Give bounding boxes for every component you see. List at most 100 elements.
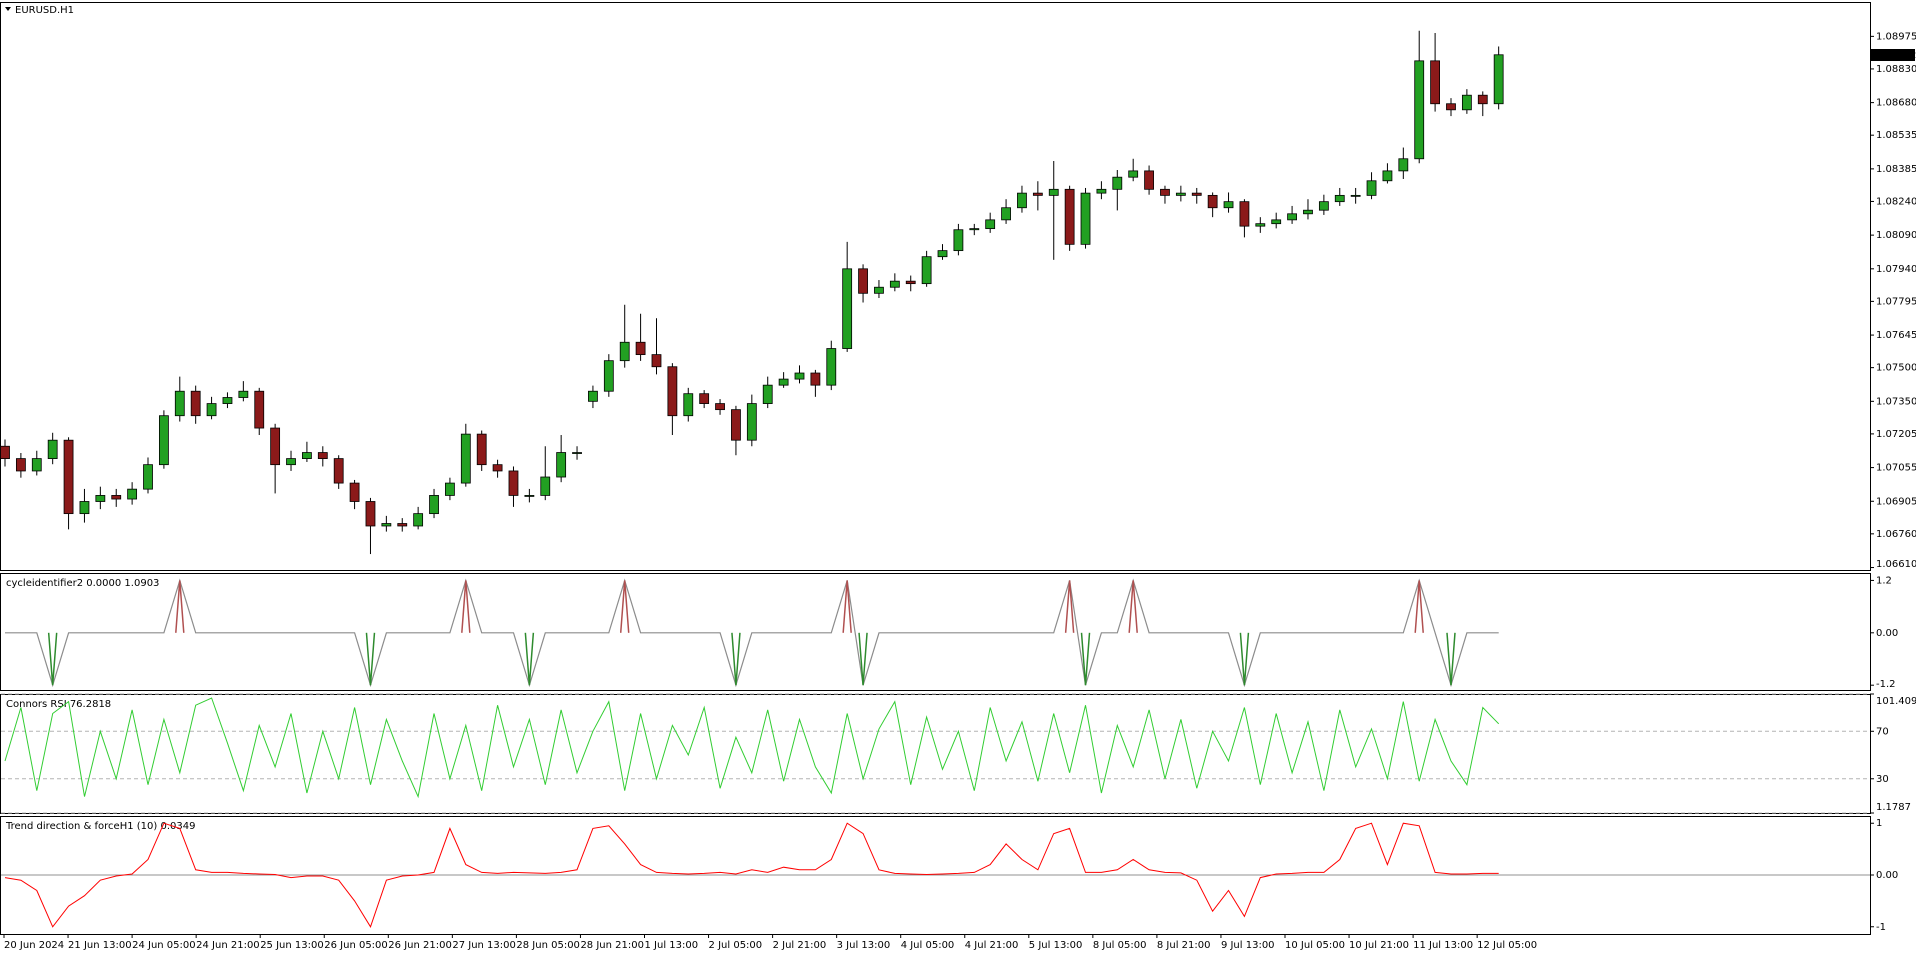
candle-body <box>1271 219 1282 225</box>
candle-body <box>699 393 710 404</box>
candle-body <box>254 390 265 429</box>
x-tick-label: 3 Jul 13:00 <box>837 940 891 951</box>
candle-body <box>15 458 26 472</box>
x-tick-label: 11 Jul 13:00 <box>1413 940 1473 951</box>
candle-body <box>1128 170 1139 178</box>
candle-body <box>429 495 439 515</box>
y-tick-label: 1.08975 <box>1876 31 1916 42</box>
y-tick-label: 1.07940 <box>1876 264 1916 275</box>
candle-body <box>206 403 217 417</box>
candle-body <box>1318 201 1329 211</box>
candle-body <box>1477 94 1488 105</box>
cycle-spike <box>175 580 185 633</box>
x-tick-label: 9 Jul 13:00 <box>1221 940 1275 951</box>
candle-body <box>397 523 408 527</box>
candle-body <box>603 360 614 392</box>
last-price-label: 1.08892 <box>1875 50 1916 61</box>
y-tick-label: -1.2 <box>1876 679 1896 690</box>
y-tick-label: 30 <box>1876 774 1889 785</box>
candle-body <box>762 384 773 404</box>
y-tick-label: 1.07350 <box>1876 396 1916 407</box>
candle-body <box>302 452 312 460</box>
cycle-spike <box>365 632 376 686</box>
candle-body <box>572 452 582 454</box>
candle-body <box>540 476 551 496</box>
candle-body <box>0 445 10 460</box>
panel-frame <box>0 573 1871 691</box>
candle-body <box>715 403 725 411</box>
candle-body <box>111 495 122 500</box>
last-price-box <box>1871 49 1915 62</box>
candle-body <box>63 439 74 515</box>
candle-body <box>651 354 662 368</box>
candle-body <box>874 286 884 294</box>
candle-body <box>31 458 42 472</box>
candle-body <box>746 403 757 441</box>
candle-body <box>413 513 424 527</box>
x-tick-label: 4 Jul 21:00 <box>965 940 1019 951</box>
candle-body <box>556 452 567 478</box>
candle-body <box>969 228 980 231</box>
candle-body <box>889 280 900 288</box>
panel-frame <box>0 2 1871 571</box>
candle-body <box>270 427 281 466</box>
candle-body <box>588 390 598 402</box>
cycle-spike <box>619 580 630 633</box>
x-tick-label: 2 Jul 05:00 <box>709 940 763 951</box>
candle-body <box>1032 192 1043 196</box>
x-tick-label: 20 Jun 2024 <box>4 940 64 951</box>
candle-body <box>905 280 916 285</box>
x-tick-label: 26 Jun 05:00 <box>324 940 388 951</box>
x-tick-label: 26 Jun 21:00 <box>388 940 452 951</box>
x-tick-label: 2 Jul 21:00 <box>773 940 827 951</box>
x-tick-label: 12 Jul 05:00 <box>1477 940 1537 951</box>
candle-body <box>667 366 678 417</box>
candle-body <box>1382 170 1393 182</box>
candle-body <box>937 250 948 258</box>
candle-body <box>79 501 90 515</box>
candle-body <box>1160 188 1170 196</box>
y-tick-label: 101.4095 <box>1876 696 1916 707</box>
candle-body <box>349 482 360 502</box>
y-tick-label: 1.07055 <box>1876 463 1916 474</box>
indicator-line <box>4 697 1500 799</box>
candle-body <box>953 229 964 252</box>
candle-body <box>174 390 185 417</box>
y-tick-label: 1.08240 <box>1876 196 1916 207</box>
candle-body <box>460 433 471 484</box>
y-tick-label: 1.06760 <box>1876 529 1916 540</box>
cycle-spike <box>842 580 852 633</box>
panel-title: Connors RSI 76.2818 <box>6 699 111 710</box>
candle-body <box>619 341 630 362</box>
candle-body <box>858 268 868 294</box>
candle-body <box>1223 201 1234 209</box>
candle-body <box>1350 194 1361 197</box>
cycle-spike <box>1080 632 1091 686</box>
candle-body <box>1144 170 1154 190</box>
x-tick-label: 5 Jul 13:00 <box>1029 940 1083 951</box>
cycle-spike <box>47 632 58 686</box>
candle-body <box>921 256 932 285</box>
cycle-spike <box>1064 580 1075 633</box>
candle-body <box>1366 180 1377 196</box>
y-tick-label: 1.06905 <box>1876 496 1916 507</box>
y-tick-label: 1 <box>1876 818 1882 829</box>
candle-body <box>842 268 853 349</box>
candle-body <box>508 470 519 496</box>
y-tick-label: 1.07500 <box>1876 363 1916 374</box>
y-tick-label: 1.08830 <box>1876 64 1916 75</box>
x-tick-label: 8 Jul 21:00 <box>1157 940 1211 951</box>
candle-body <box>445 482 455 496</box>
y-tick-label: 70 <box>1876 726 1889 737</box>
menu-triangle <box>5 7 11 11</box>
x-tick-label: 8 Jul 05:00 <box>1093 940 1147 951</box>
candle-body <box>1191 192 1202 196</box>
y-tick-label: 1.06610 <box>1876 559 1916 570</box>
candle-body <box>810 372 821 386</box>
candle-body <box>158 415 169 466</box>
candle-body <box>794 372 805 380</box>
candle-body <box>1001 207 1011 221</box>
candle-body <box>381 523 392 527</box>
